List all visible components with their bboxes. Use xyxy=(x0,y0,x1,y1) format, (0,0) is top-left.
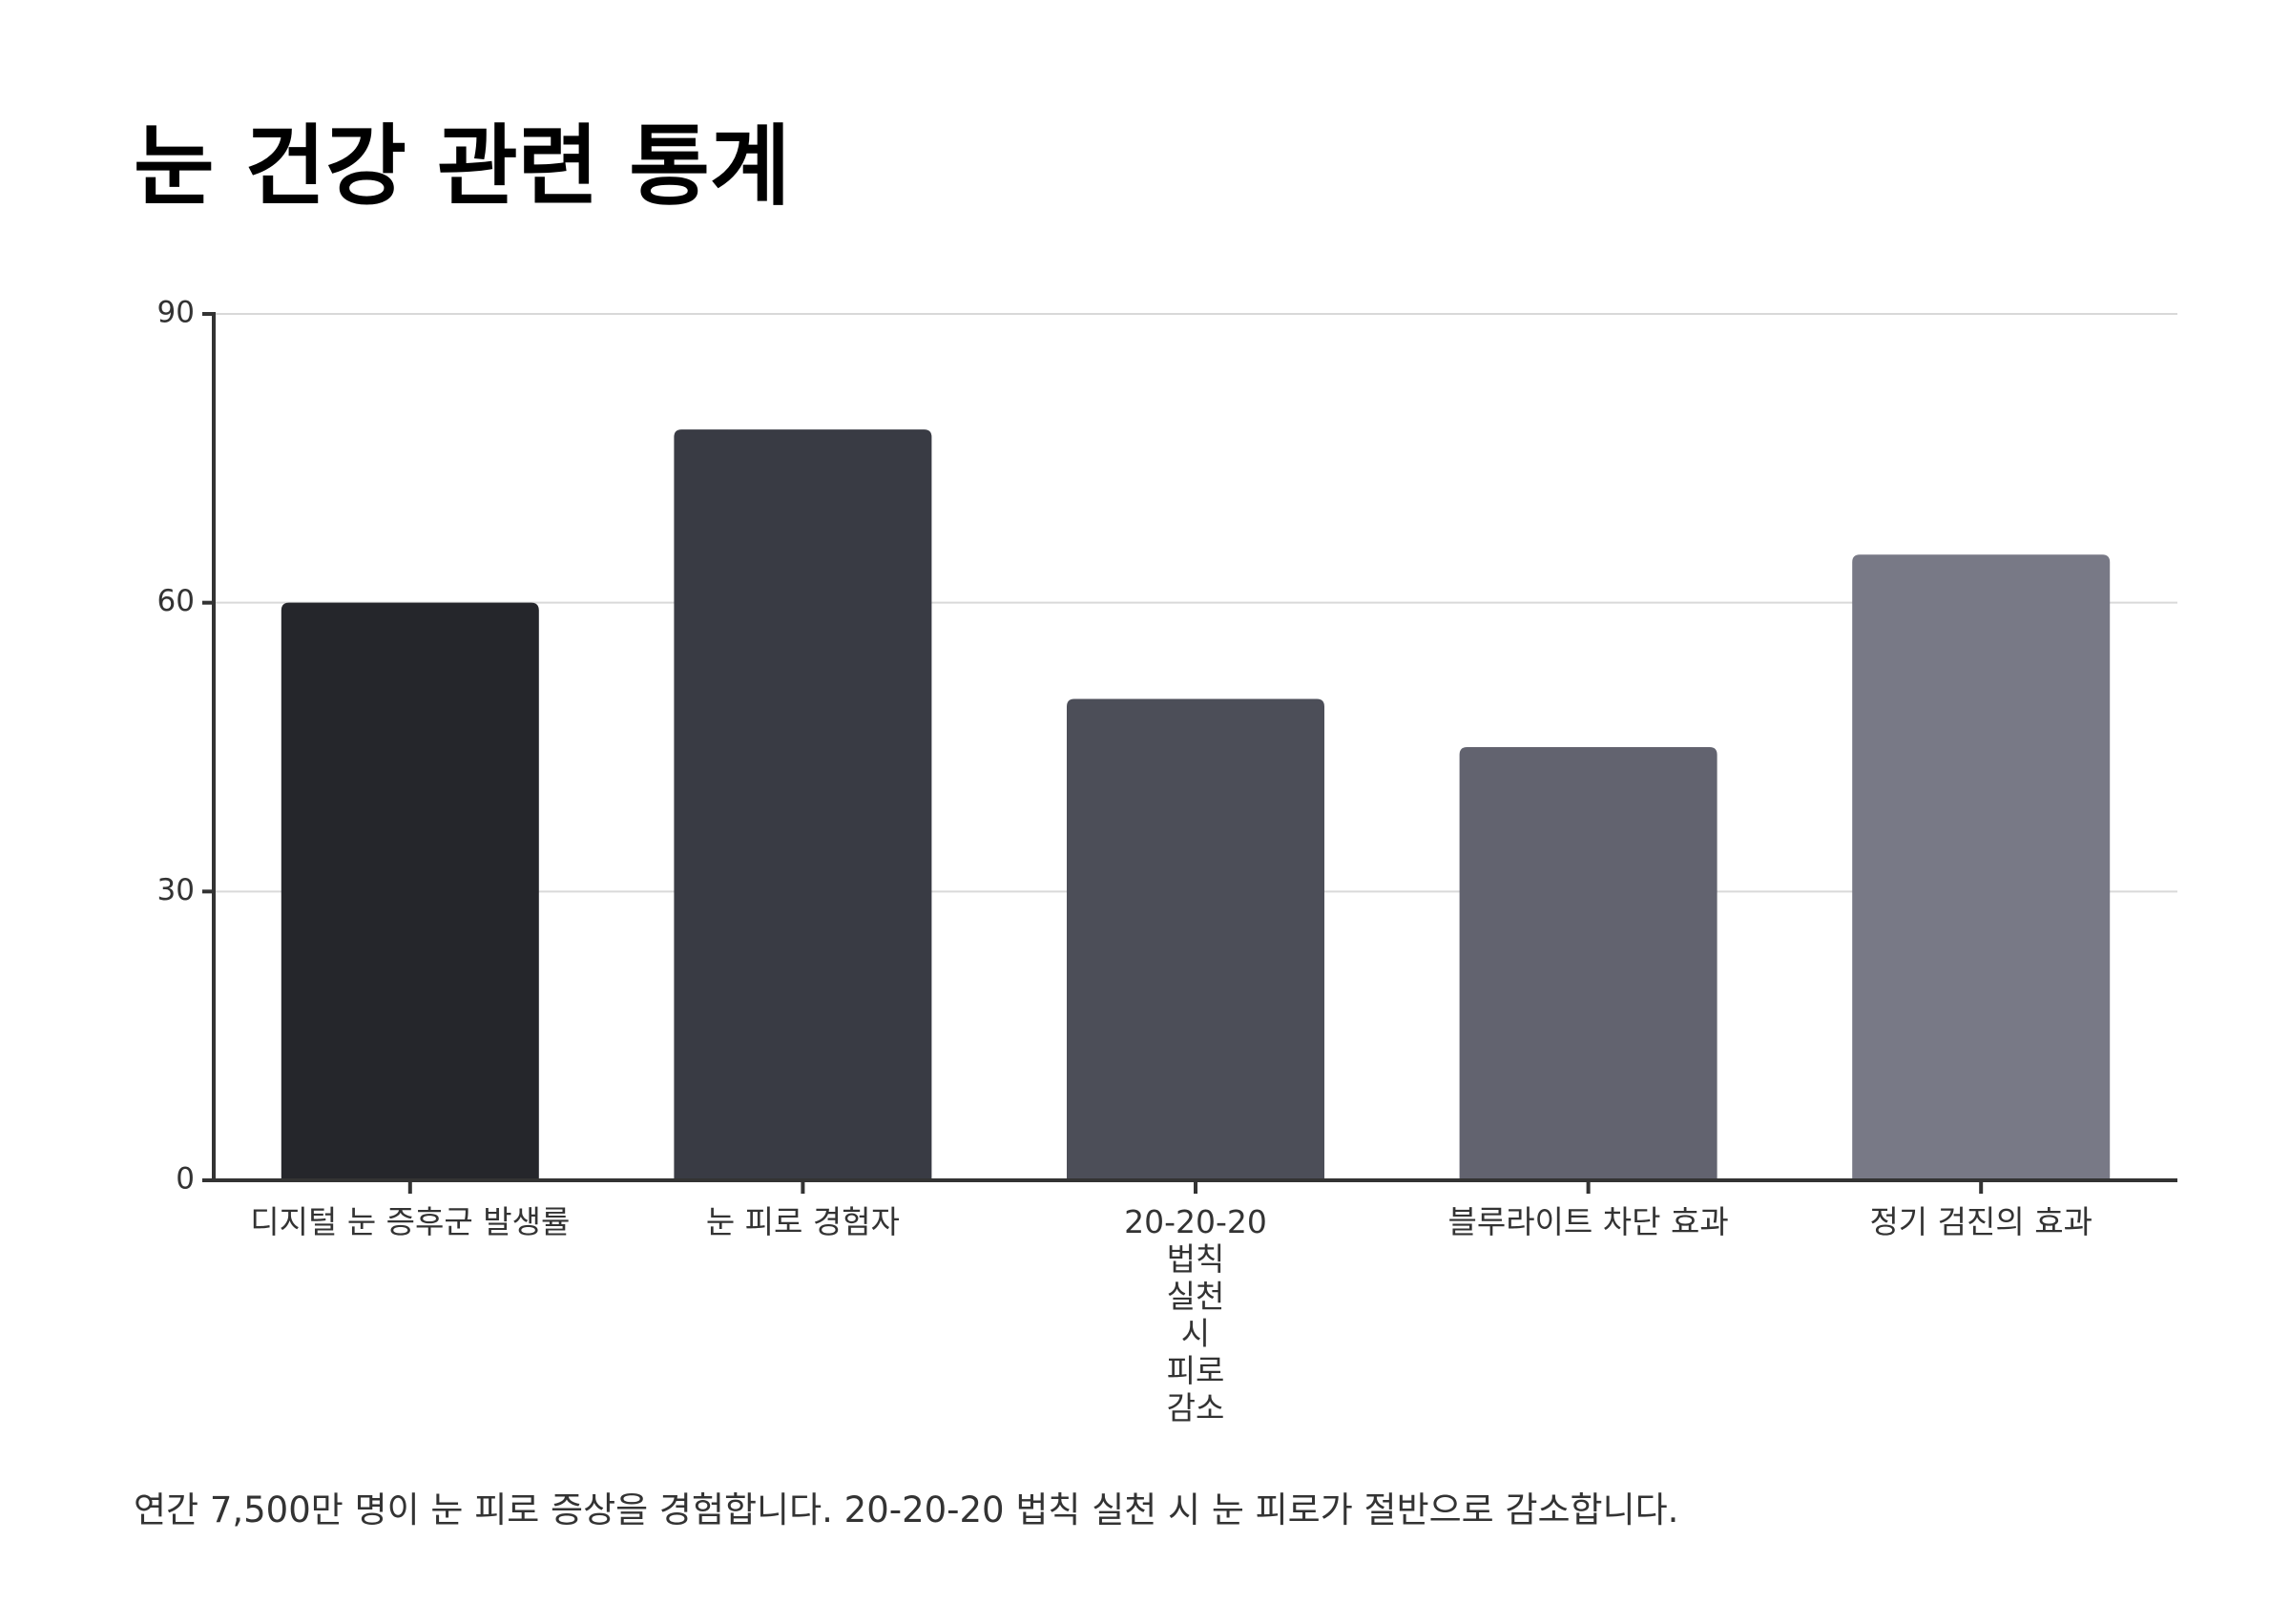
x-tick-label: 블루라이트 차단 효과 xyxy=(1447,1203,1729,1240)
y-tick-label: 90 xyxy=(157,296,195,330)
bar xyxy=(1852,554,2111,1180)
y-tick-label: 60 xyxy=(157,584,195,618)
y-tick-label: 0 xyxy=(176,1162,195,1197)
x-tick-label: 디지털 눈 증후군 발생률 xyxy=(250,1203,571,1240)
x-tick-label: 눈 피로 경험자 xyxy=(705,1203,900,1240)
bar xyxy=(674,429,932,1181)
bar xyxy=(1459,747,1718,1180)
x-tick-label: 정기 검진의 효과 xyxy=(1869,1203,2092,1240)
x-tick-label: 20-20-20 법칙 실천 시 피로 감소 xyxy=(1124,1203,1267,1426)
bar xyxy=(281,602,539,1180)
chart-title: 눈 건강 관련 통계 xyxy=(134,115,791,218)
bar xyxy=(1067,698,1324,1180)
caption: 연간 7,500만 명이 눈 피로 증상을 경험합니다. 20-20-20 법칙… xyxy=(134,1489,1679,1530)
y-tick-label: 30 xyxy=(157,873,195,907)
